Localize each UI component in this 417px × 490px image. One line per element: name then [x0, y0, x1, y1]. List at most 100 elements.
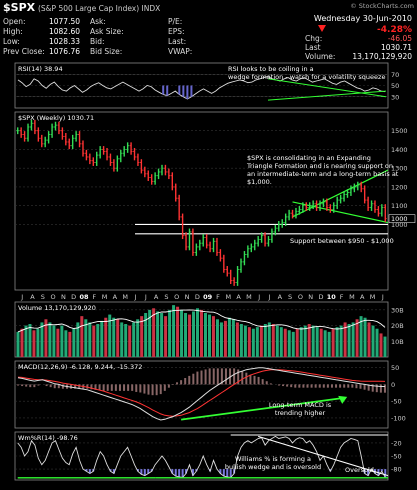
header: $SPX (S&P 500 Large Cap Index) INDX © St… — [0, 0, 417, 62]
x-tick-label: M — [370, 293, 376, 301]
volume-bar — [295, 328, 299, 357]
rsi-tick-label: 50 — [391, 82, 399, 90]
volume-bar — [271, 324, 275, 357]
x-tick-label: N — [185, 293, 190, 301]
williams-tick-label: -20 — [391, 439, 402, 447]
down-arrow-icon — [318, 25, 326, 32]
volume-bar — [20, 328, 24, 357]
volume-bar — [279, 327, 283, 357]
header-label: Ask Size: — [90, 27, 124, 36]
volume-bar — [331, 328, 335, 357]
volume-bar — [371, 325, 375, 357]
price-tick-label: 1300 — [391, 165, 408, 173]
stat-value: 13,170,129,920 — [352, 52, 412, 61]
volume-bar — [40, 322, 44, 357]
volume-bar — [56, 328, 60, 357]
x-tick-label: O — [298, 293, 303, 301]
price-annotation-line: Triangle Formation and is nearing suppor… — [246, 162, 393, 170]
support-label: Support between $950 - $1,000 — [290, 237, 394, 245]
x-tick-label: S — [164, 293, 168, 301]
x-tick-label: J — [257, 293, 260, 301]
williams-line — [17, 435, 386, 478]
rsi-annotation-line: wedge formation - watch for a volatility… — [228, 73, 385, 81]
volume-bar — [351, 322, 355, 357]
x-tick-label: A — [154, 293, 159, 301]
volume-bar — [136, 319, 140, 357]
x-tick-label: A — [30, 293, 35, 301]
volume-bar — [359, 316, 363, 357]
macd-tick-label: -100 — [391, 414, 406, 422]
volume-bar — [180, 309, 184, 357]
price-tick-label: 1200 — [391, 183, 408, 191]
volume-bar — [227, 317, 231, 357]
header-value: 1028.33 — [49, 37, 80, 46]
x-tick-label: 10 — [327, 293, 337, 301]
volume-bar — [68, 331, 72, 357]
header-label: Last: — [168, 37, 186, 46]
volume-bar — [192, 311, 196, 357]
volume-bar — [36, 328, 40, 357]
volume-bar — [124, 324, 128, 357]
volume-bar — [80, 316, 84, 357]
volume-bar — [176, 306, 180, 357]
rsi-tick-label: 70 — [391, 71, 399, 79]
volume-bar — [148, 309, 152, 357]
volume-bar — [48, 322, 52, 357]
volume-bar — [100, 320, 104, 357]
x-tick-label: D — [71, 293, 76, 301]
volume-bar — [132, 322, 136, 357]
volume-bar — [251, 328, 255, 357]
volume-bar — [259, 325, 263, 357]
x-tick-label: F — [216, 293, 220, 301]
macd-line — [17, 367, 385, 421]
volume-bar — [196, 308, 200, 357]
volume-bar — [72, 328, 76, 357]
x-tick-label: A — [360, 293, 365, 301]
header-label: High: — [3, 27, 23, 36]
volume-bar — [108, 314, 112, 357]
stat-value: -46.05 — [388, 34, 412, 43]
volume-bar — [367, 322, 371, 357]
x-tick-label: A — [113, 293, 118, 301]
rsi-wedge-upper — [267, 78, 387, 98]
x-tick-label: M — [246, 293, 252, 301]
stat-label: Volume: — [305, 52, 335, 61]
header-label: Bid Size: — [90, 47, 122, 56]
price-annotation-line: $1,000. — [247, 178, 272, 186]
williams-label: Wm%R(14) -98.76 — [18, 434, 78, 442]
volume-bar — [64, 330, 68, 357]
macd-tick-label: -50 — [391, 398, 402, 406]
x-tick-label: J — [268, 293, 271, 301]
header-label: Low: — [3, 37, 20, 46]
volume-bar — [203, 313, 207, 357]
volume-bar — [343, 322, 347, 357]
volume-bar — [32, 330, 36, 357]
volume-bar — [184, 313, 188, 357]
volume-bar — [164, 316, 168, 357]
volume-bar — [207, 314, 211, 357]
volume-bar — [363, 317, 367, 357]
volume-bar — [92, 325, 96, 357]
stat-label: Chg: — [305, 34, 322, 43]
x-tick-label: S — [41, 293, 45, 301]
x-tick-label: 09 — [203, 293, 213, 301]
x-tick-label: F — [92, 293, 96, 301]
x-tick-label: A — [236, 293, 241, 301]
header-label: Ask: — [90, 17, 106, 26]
macd-tick-label: 0 — [391, 381, 395, 389]
volume-bar — [263, 324, 267, 357]
volume-bar — [28, 324, 32, 357]
williams-oversold-label: Oversold — [345, 466, 374, 474]
volume-bar — [283, 328, 287, 357]
williams-tick-label: -80 — [391, 466, 402, 474]
volume-bar — [303, 325, 307, 357]
rsi-line — [17, 76, 386, 100]
x-tick-label: N — [61, 293, 66, 301]
volume-bar — [347, 324, 351, 357]
volume-bar — [235, 322, 239, 357]
williams-tick-label: -50 — [391, 453, 402, 461]
rsi-frame — [14, 62, 389, 109]
volume-bar — [88, 322, 92, 357]
x-tick-label: S — [288, 293, 292, 301]
